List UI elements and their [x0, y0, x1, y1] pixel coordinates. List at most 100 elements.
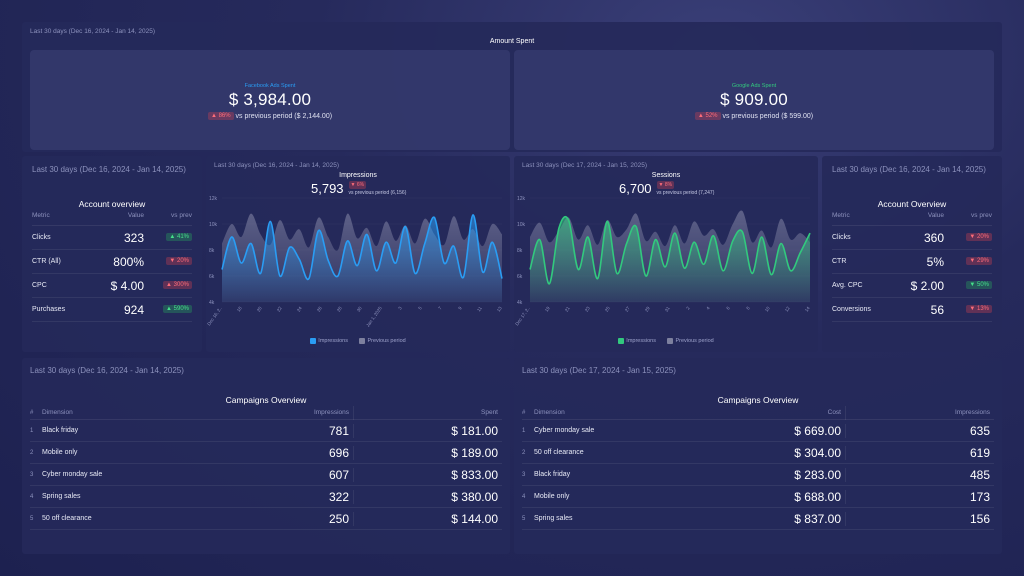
metric-value: $ 2.00: [910, 278, 944, 293]
x-tick-label: 31: [664, 305, 671, 312]
impressions-compare: ▼ 6% vs previous period (6,156): [348, 181, 407, 197]
fb-overview-title: Account overview: [78, 199, 146, 209]
x-tick-label: 28: [336, 305, 343, 312]
current-series-line[interactable]: [529, 215, 811, 285]
y-tick-label: 6k: [209, 274, 215, 280]
legend-item-current[interactable]: Impressions: [310, 337, 348, 344]
x-tick-label: 2: [685, 305, 691, 310]
impressions-compare-text: vs previous period (6,156): [348, 190, 407, 197]
metric-name: Clicks: [832, 234, 851, 241]
header-metric: Metric: [832, 212, 850, 219]
metric-value: $ 4.00: [110, 278, 144, 293]
fb-campaigns-panel: Last 30 days (Dec 16, 2024 - Jan 14, 202…: [22, 358, 510, 554]
legend-item-previous[interactable]: Previous period: [359, 337, 406, 344]
metric-change: 13%: [976, 306, 989, 313]
x-tick-label: 10: [764, 305, 771, 312]
table-row: 5 Spring sales $ 837.00 156: [522, 508, 994, 530]
google-metric-row-ctr: CTR 5% ▼ 29%: [832, 250, 992, 274]
metric-value: 924: [123, 302, 144, 317]
row-impressions: 156: [969, 511, 990, 526]
google-spend-card[interactable]: Google Ads Spent $ 909.00 ▲ 52% vs previ…: [514, 50, 994, 150]
x-tick-label: Dec 16, 2..: [206, 306, 223, 327]
x-tick-label: 20: [256, 305, 263, 312]
row-dimension: Black friday: [534, 471, 571, 478]
metric-change: 300%: [173, 282, 189, 289]
google-spend-label: Google Ads Spent: [731, 83, 777, 89]
y-tick-label: 8k: [209, 248, 215, 254]
header-spent[interactable]: Spent: [481, 408, 498, 416]
row-spent: $ 144.00: [451, 511, 498, 526]
fb-overview-period: Last 30 days (Dec 16, 2024 - Jan 14, 202…: [32, 165, 186, 174]
fb-account-overview-panel: Last 30 days (Dec 16, 2024 - Jan 14, 202…: [22, 156, 202, 352]
amount-spent-panel: Last 30 days (Dec 16, 2024 - Jan 14, 202…: [22, 22, 1002, 152]
legend-item-current[interactable]: Impressions: [618, 337, 656, 344]
metric-name: CTR: [832, 258, 847, 265]
fb-campaigns-table: # Dimension Impressions Spent 1 Black fr…: [30, 405, 502, 530]
metric-change-badge: ▼ 13%: [966, 305, 992, 314]
x-tick-label: 12: [784, 305, 791, 312]
metric-change-cell: ▼ 20%: [144, 253, 192, 271]
x-tick-label: 29: [644, 305, 651, 312]
fb-overview-table: Metric Value vs prev Clicks 323 ▲ 41% CT…: [32, 212, 192, 322]
row-dimension: Cyber monday sale: [42, 471, 103, 478]
checkbox-icon: [359, 337, 366, 344]
sessions-legend: Impressions Previous period: [514, 337, 818, 344]
metric-value: 5%: [926, 254, 944, 269]
table-row: 5 50 off clearance 250 $ 144.00: [30, 508, 502, 530]
triangle-up-icon: ▲: [697, 113, 704, 119]
table-row: 1 Black friday 781 $ 181.00: [30, 420, 502, 442]
sessions-kpi: 6,700 ▼ 8% vs previous period (7,247): [619, 181, 714, 197]
x-tick-label: Dec 17, 2..: [514, 306, 531, 327]
impressions-period: Last 30 days (Dec 16, 2024 - Jan 14, 202…: [214, 162, 340, 169]
google-overview-header: Metric Value vs prev: [832, 212, 992, 226]
google-campaigns-panel: Last 30 days (Dec 17, 2024 - Jan 15, 202…: [514, 358, 1002, 554]
header-impressions[interactable]: Impressions: [204, 405, 354, 420]
header-value: Value: [927, 212, 944, 219]
facebook-spend-card[interactable]: Facebook Ads Spent $ 3,984.00 ▲ 86% vs p…: [30, 50, 510, 150]
row-impressions: 781: [204, 423, 354, 438]
legend-item-previous[interactable]: Previous period: [667, 337, 714, 344]
x-tick-label: 6: [725, 305, 731, 310]
y-tick-label: 10k: [209, 222, 218, 228]
row-index: 5: [522, 515, 526, 522]
current-series-area: [530, 216, 810, 302]
metric-change-cell: ▼ 13%: [944, 301, 992, 319]
header-value: Value: [127, 212, 144, 219]
sessions-value: 6,700: [619, 181, 652, 196]
impressions-change: 6%: [356, 182, 365, 188]
x-tick-label: 19: [544, 305, 551, 312]
sessions-title: Sessions: [651, 172, 681, 179]
metric-name: Avg. CPC: [832, 282, 863, 289]
x-tick-label: 27: [624, 305, 631, 312]
google-campaigns-title: Campaigns Overview: [717, 395, 799, 405]
metric-name: CTR (All): [32, 258, 61, 265]
metric-value: 323: [123, 230, 144, 245]
checkbox-icon: [310, 337, 317, 344]
x-tick-label: 30: [356, 305, 363, 312]
metric-change-badge: ▼ 20%: [966, 233, 992, 242]
row-dimension: 50 off clearance: [42, 515, 92, 522]
row-dimension: 50 off clearance: [534, 449, 584, 456]
google-spend-value: $ 909.00: [720, 90, 788, 109]
google-campaigns-period: Last 30 days (Dec 17, 2024 - Jan 15, 202…: [522, 366, 676, 375]
header-cost[interactable]: Cost: [696, 405, 846, 420]
google-spend-compare: ▲ 52% vs previous period ($ 599.00): [514, 112, 994, 120]
google-spend-change: 52%: [705, 113, 718, 119]
row-index: 5: [30, 515, 34, 522]
header-impressions[interactable]: Impressions: [954, 408, 990, 416]
row-impressions: 322: [204, 489, 354, 504]
row-impressions: 485: [969, 467, 990, 482]
row-dimension: Spring sales: [42, 493, 81, 500]
y-tick-label: 8k: [517, 248, 523, 254]
current-series-line[interactable]: [221, 214, 503, 281]
metric-change: 20%: [976, 234, 989, 241]
legend-previous-label: Previous period: [367, 338, 406, 344]
google-account-overview-panel: Last 30 days (Dec 16, 2024 - Jan 14, 202…: [822, 156, 1002, 352]
metric-change-cell: ▼ 29%: [944, 253, 992, 271]
y-tick-label: 12k: [209, 196, 218, 202]
y-tick-label: 10k: [517, 222, 526, 228]
fb-metric-row-purchases: Purchases 924 ▲ 590%: [32, 298, 192, 322]
fb-campaigns-period: Last 30 days (Dec 16, 2024 - Jan 14, 202…: [30, 366, 184, 375]
